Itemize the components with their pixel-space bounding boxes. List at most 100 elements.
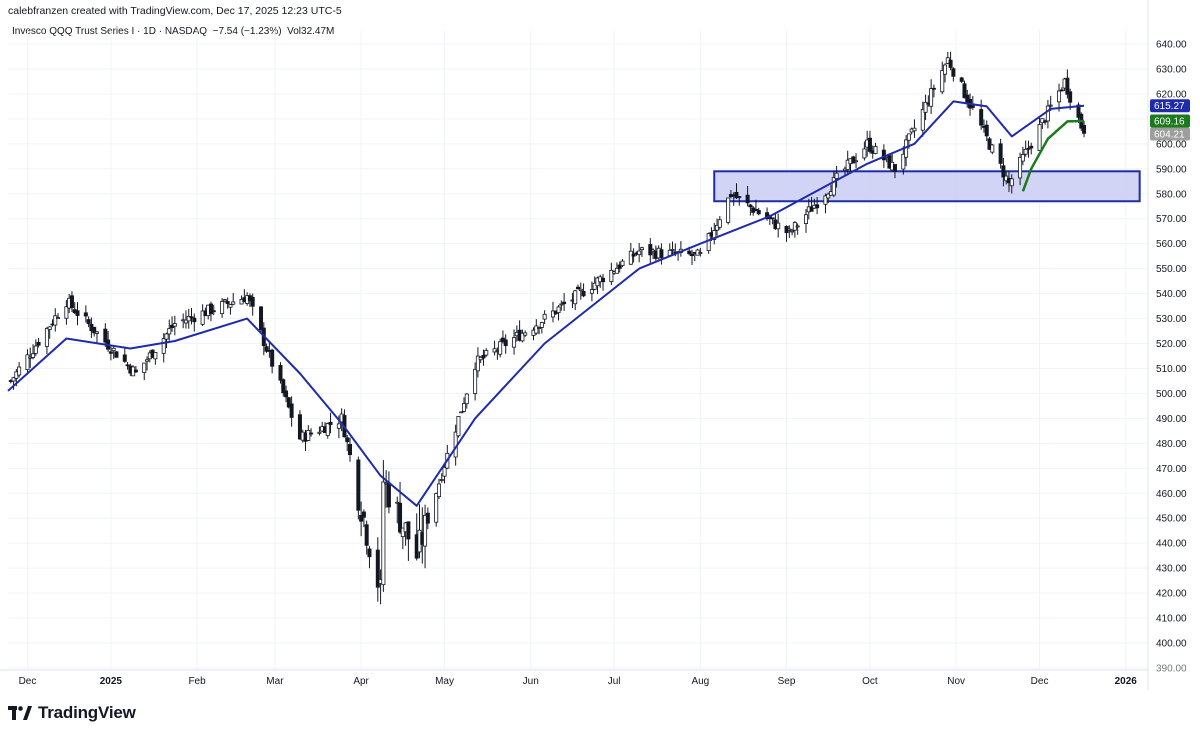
candle-up bbox=[559, 303, 564, 306]
candle-up bbox=[776, 222, 781, 230]
candle-down bbox=[284, 390, 289, 398]
candle-up bbox=[17, 366, 22, 376]
candle-down bbox=[398, 502, 403, 533]
candle-down bbox=[1076, 104, 1081, 118]
candle-up bbox=[1048, 104, 1053, 107]
candle-up bbox=[609, 269, 614, 282]
candle-down bbox=[83, 312, 88, 317]
candle-down bbox=[345, 437, 350, 443]
candle-down bbox=[69, 295, 74, 309]
support-zone-layer bbox=[713, 170, 1141, 203]
candle-up bbox=[153, 352, 158, 360]
volume-value: Vol32.47M bbox=[287, 26, 335, 37]
candle-down bbox=[948, 59, 953, 68]
candle-up bbox=[592, 282, 597, 290]
candle-down bbox=[867, 137, 872, 152]
time-tick-label: Apr bbox=[353, 676, 369, 687]
candle-down bbox=[998, 143, 1003, 164]
time-axis[interactable]: Dec 2025 Feb Mar Apr May Jun Jul Aug Sep Oct Nov Dec… bbox=[19, 676, 1138, 687]
price-tick-label: 620.00 bbox=[1156, 89, 1187, 100]
price-tick-label: 490.00 bbox=[1156, 414, 1187, 425]
candle-up bbox=[534, 325, 539, 334]
candle-up bbox=[161, 338, 166, 354]
candle-down bbox=[1082, 125, 1087, 134]
short-ma-line bbox=[1021, 119, 1085, 192]
candle-up bbox=[901, 153, 906, 170]
candle-down bbox=[281, 379, 286, 394]
candle-up bbox=[498, 341, 503, 355]
price-tag-label: 609.16 bbox=[1154, 116, 1185, 127]
candle-up bbox=[478, 356, 483, 361]
candle-down bbox=[75, 310, 80, 316]
price-tick-label: 450.00 bbox=[1156, 514, 1187, 525]
candle-up bbox=[473, 368, 478, 394]
candle-down bbox=[887, 155, 892, 169]
price-tick-label: 480.00 bbox=[1156, 439, 1187, 450]
candle-down bbox=[125, 364, 130, 367]
candle-up bbox=[475, 355, 480, 372]
candle-up bbox=[929, 88, 934, 107]
time-tick-label: Mar bbox=[266, 676, 284, 687]
candle-down bbox=[108, 351, 113, 354]
candle-up bbox=[589, 289, 594, 294]
candle-up bbox=[790, 230, 795, 233]
price-tick-label: 390.00 bbox=[1156, 664, 1187, 675]
candle-up bbox=[336, 423, 341, 429]
candle-up bbox=[943, 64, 948, 75]
candle-down bbox=[601, 277, 606, 283]
candle-down bbox=[481, 355, 486, 359]
candle-up bbox=[306, 430, 311, 441]
candle-down bbox=[851, 156, 856, 164]
candle-up bbox=[578, 288, 583, 291]
price-tick-label: 600.00 bbox=[1156, 139, 1187, 150]
candle-down bbox=[984, 124, 989, 137]
candle-down bbox=[815, 204, 820, 209]
price-tags: 615.27 609.16 604.21 bbox=[1150, 99, 1190, 141]
candle-up bbox=[456, 416, 461, 437]
price-tick-label: 420.00 bbox=[1156, 589, 1187, 600]
symbol-title: Invesco QQQ Trust Series I · 1D · NASDAQ bbox=[12, 26, 208, 37]
tradingview-brand[interactable]: TradingView bbox=[8, 703, 136, 723]
price-tick-label: 560.00 bbox=[1156, 239, 1187, 250]
candle-up bbox=[400, 527, 405, 538]
candle-down bbox=[192, 317, 197, 323]
candle-up bbox=[1045, 105, 1050, 122]
candle-up bbox=[44, 328, 49, 347]
candle-down bbox=[648, 244, 653, 256]
candle-up bbox=[442, 466, 447, 477]
time-tick-label: Oct bbox=[862, 676, 878, 687]
candle-up bbox=[537, 327, 542, 329]
candle-up bbox=[512, 337, 517, 348]
candle-down bbox=[208, 303, 213, 315]
price-tick-label: 580.00 bbox=[1156, 189, 1187, 200]
ema-line bbox=[7, 100, 1085, 507]
candle-up bbox=[628, 250, 633, 265]
time-tick-label: 2026 bbox=[1115, 676, 1138, 687]
candle-up bbox=[826, 193, 831, 199]
candle-up bbox=[94, 331, 99, 334]
candle-up bbox=[164, 333, 169, 340]
candle-up bbox=[823, 195, 828, 205]
candle-up bbox=[920, 108, 925, 131]
candle-down bbox=[278, 365, 283, 381]
candle-down bbox=[264, 346, 269, 352]
candle-up bbox=[186, 315, 191, 322]
candle-up bbox=[53, 315, 58, 326]
candle-up bbox=[873, 146, 878, 154]
candle-up bbox=[614, 267, 619, 274]
candle-up bbox=[1023, 148, 1028, 155]
candle-down bbox=[617, 264, 622, 269]
candle-up bbox=[1037, 124, 1042, 151]
candle-down bbox=[270, 349, 275, 367]
candle-down bbox=[959, 77, 964, 82]
tradingview-logo-icon bbox=[8, 706, 32, 720]
candle-down bbox=[770, 217, 775, 220]
candle-down bbox=[962, 83, 967, 99]
candle-up bbox=[520, 332, 525, 342]
candle-up bbox=[439, 479, 444, 481]
time-tick-label: Feb bbox=[188, 676, 206, 687]
candle-down bbox=[250, 296, 255, 307]
candle-down bbox=[1065, 77, 1070, 95]
time-tick-label: Nov bbox=[947, 676, 965, 687]
